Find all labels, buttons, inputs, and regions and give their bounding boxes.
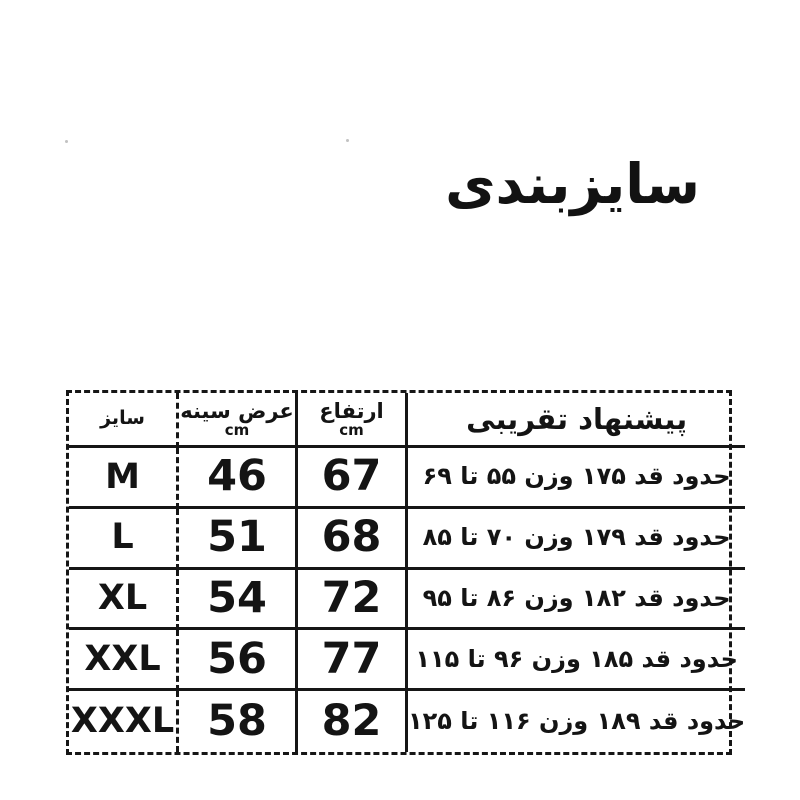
size-table: سایز عرض سینه cm ارتفاع cm پیشنهاد تقریب… [66, 390, 746, 755]
header-height-unit: cm [339, 420, 364, 439]
size-cell: XL [69, 569, 179, 631]
height-cell: 67 [298, 448, 408, 509]
chest-cell: 56 [179, 630, 298, 692]
scan-speck [65, 140, 68, 143]
height-cell: 72 [298, 569, 408, 631]
header-height: ارتفاع cm [298, 393, 408, 448]
chest-cell: 54 [179, 569, 298, 631]
height-cell: 82 [298, 691, 408, 752]
header-height-label: ارتفاع [319, 398, 384, 423]
header-suggestion: پیشنهاد تقریبی [408, 393, 746, 448]
height-cell: 68 [298, 508, 408, 570]
header-size: سایز [69, 393, 179, 448]
size-cell: M [69, 448, 179, 509]
size-cell: XXXL [69, 691, 179, 752]
chest-cell: 58 [179, 691, 298, 752]
scan-speck [346, 139, 349, 142]
size-chart-title: سایزبندی [445, 152, 700, 216]
header-chest-unit: cm [224, 420, 250, 439]
suggestion-cell: حدود قد ۱۸۲ وزن ۸۶ تا ۹۵ [408, 570, 746, 631]
header-size-label: سایز [100, 407, 145, 430]
size-cell: L [69, 508, 179, 570]
suggestion-cell: حدود قد ۱۷۹ وزن ۷۰ تا ۸۵ [408, 509, 746, 570]
chest-cell: 46 [179, 448, 298, 509]
suggestion-cell: حدود قد ۱۸۹ وزن ۱۱۶ تا ۱۲۵ [408, 706, 746, 735]
suggestion-cell: حدود قد ۱۸۵ وزن ۹۶ تا ۱۱۵ [408, 630, 746, 692]
header-suggestion-label: پیشنهاد تقریبی [466, 401, 688, 436]
header-chest-width: عرض سینه cm [179, 393, 298, 448]
chest-cell: 51 [179, 508, 298, 570]
suggestion-cell: حدود قد ۱۷۵ وزن ۵۵ تا ۶۹ [408, 448, 746, 509]
header-chest-label: عرض سینه [180, 398, 294, 423]
height-cell: 77 [298, 630, 408, 692]
size-cell: XXL [69, 630, 179, 692]
